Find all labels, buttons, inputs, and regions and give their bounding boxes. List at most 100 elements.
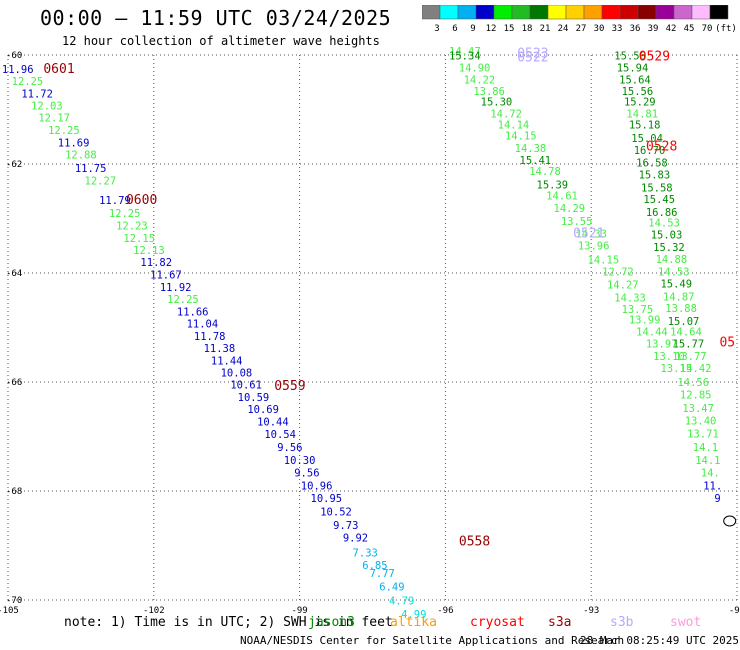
wave-height-value: 12.13 xyxy=(133,245,165,257)
credit-text: NOAA/NESDIS Center for Satellite Applica… xyxy=(240,634,625,647)
wave-height-value: 15.58 xyxy=(641,182,673,194)
wave-height-value: 16.86 xyxy=(646,207,678,219)
wave-height-value: 13.47 xyxy=(682,403,714,415)
wave-height-value: 4.79 xyxy=(389,595,414,607)
colorbar-label: 36 xyxy=(630,24,641,34)
updated-timestamp: 28 Mar 08:25:49 UTC 2025 xyxy=(580,634,739,647)
wave-height-value: 14.14 xyxy=(498,120,530,132)
wave-height-value: 14.22 xyxy=(464,74,496,86)
wave-height-value: 11.04 xyxy=(187,319,219,331)
wave-height-value: 15.83 xyxy=(639,170,671,182)
wave-height-value: 12.72 xyxy=(602,267,634,279)
lon-tick-label: -96 xyxy=(437,606,453,616)
note-text: note: 1) Time is in UTC; 2) SWH is in fe… xyxy=(64,615,393,630)
satellite-s3b: s3b xyxy=(610,615,634,630)
wave-height-value: 16.58 xyxy=(636,158,668,170)
wave-height-value: 14.53 xyxy=(648,218,680,230)
wave-height-value: 15.94 xyxy=(617,62,649,74)
wave-height-value: 15.56 xyxy=(622,86,654,98)
wave-height-value: 12.85 xyxy=(680,389,712,401)
lon-tick-label: -105 xyxy=(0,606,19,616)
colorbar-label: 39 xyxy=(648,24,659,34)
pass-time-label: 05 xyxy=(719,336,735,351)
wave-height-value: 12.03 xyxy=(31,101,63,113)
pass-time-label: 0523 xyxy=(517,47,548,62)
pass-time-label: 0559 xyxy=(274,379,305,394)
lon-tick-label: -102 xyxy=(143,606,165,616)
wave-height-value: 15.04 xyxy=(631,133,663,145)
wave-height-value: 14.53 xyxy=(658,267,690,279)
wave-height-value: 12.27 xyxy=(85,176,117,188)
lon-tick-label: -90 xyxy=(729,606,740,616)
wave-height-value: 14.42 xyxy=(680,363,712,375)
wave-height-value: 9 xyxy=(714,493,720,505)
wave-height-value: 11.72 xyxy=(21,89,53,101)
wave-height-value: 11.96 xyxy=(2,64,34,76)
pass-time-label: 0529 xyxy=(639,49,670,64)
wave-height-value: 12.17 xyxy=(38,112,70,124)
wave-height-value: 15.56 xyxy=(614,50,646,62)
wave-height-value: 11.69 xyxy=(58,138,90,150)
wave-height-value: 13.88 xyxy=(665,303,697,315)
wave-height-value: 6.85 xyxy=(362,560,387,572)
wave-height-value: 13.55 xyxy=(561,216,593,228)
lat-tick-label: -64 xyxy=(6,269,22,279)
wave-height-value: 10.61 xyxy=(230,380,262,392)
wave-height-value: 14.1 xyxy=(695,455,720,467)
wave-height-value: 14.1 xyxy=(693,442,718,454)
lat-tick-label: -70 xyxy=(6,596,22,606)
wave-height-value: 14.56 xyxy=(677,377,709,389)
wave-height-value: 13.77 xyxy=(675,351,707,363)
wave-height-value: 12.25 xyxy=(48,125,80,137)
wave-height-value: 13.15 xyxy=(660,363,692,375)
satellite-cryosat: cryosat xyxy=(470,615,525,630)
wave-height-value: 7.33 xyxy=(353,547,378,559)
pass-time-label: 0522 xyxy=(517,51,548,66)
lat-tick-label: -68 xyxy=(6,487,22,497)
lat-tick-label: -66 xyxy=(6,378,22,388)
wave-height-value: 14.15 xyxy=(505,130,537,142)
wave-height-value: 14.29 xyxy=(554,203,586,215)
wave-height-value: 14.81 xyxy=(626,109,658,121)
wave-height-value: 10.52 xyxy=(320,507,352,519)
wave-height-value: 14.38 xyxy=(515,143,547,155)
wave-height-value: 6.49 xyxy=(379,582,404,594)
satellite-s3a: s3a xyxy=(548,615,571,630)
wave-height-value: 11.78 xyxy=(194,331,226,343)
wave-height-value: 14.88 xyxy=(656,254,688,266)
wave-height-value: 9.56 xyxy=(277,442,302,454)
wave-height-value: 11.75 xyxy=(75,163,107,175)
colorbar-label: 24 xyxy=(558,24,569,34)
colorbar-label: 6 xyxy=(452,24,457,34)
satellite-jason3: jason3 xyxy=(308,615,355,630)
colorbar-label: 42 xyxy=(666,24,677,34)
wave-height-value: 15.34 xyxy=(449,50,481,62)
wave-height-value: 11.82 xyxy=(140,257,172,269)
wave-height-value: 11. xyxy=(703,480,722,492)
wave-height-value: 14.33 xyxy=(614,292,646,304)
wave-height-value: 11.92 xyxy=(160,282,192,294)
wave-height-value: 7.77 xyxy=(370,568,395,580)
wave-height-value: 11.38 xyxy=(204,343,236,355)
colorbar-label: 3 xyxy=(434,24,439,34)
wave-height-value: 11.79 xyxy=(99,195,131,207)
wave-height-value: 15.45 xyxy=(643,194,675,206)
colorbar-label: 12 xyxy=(486,24,497,34)
wave-height-value: 10.44 xyxy=(257,417,289,429)
wave-height-value: 10.30 xyxy=(284,455,316,467)
wave-height-value: 13.75 xyxy=(622,304,654,316)
wave-height-value: 12.25 xyxy=(12,76,44,88)
page-subtitle: 12 hour collection of altimeter wave hei… xyxy=(62,34,380,48)
wave-height-value: 12.15 xyxy=(123,233,155,245)
wave-height-value: 9.73 xyxy=(333,520,358,532)
wave-height-value: 10.08 xyxy=(221,368,253,380)
pass-time-label: 0600 xyxy=(126,193,157,208)
wave-height-value: 15.07 xyxy=(668,316,700,328)
wave-height-value: 15.03 xyxy=(651,230,683,242)
wave-height-value: 10.54 xyxy=(264,429,296,441)
colorbar-label: 45 xyxy=(684,24,695,34)
colorbar-label: 33 xyxy=(612,24,623,34)
lon-tick-label: -99 xyxy=(291,606,307,616)
wave-height-value: 13.99 xyxy=(629,315,661,327)
